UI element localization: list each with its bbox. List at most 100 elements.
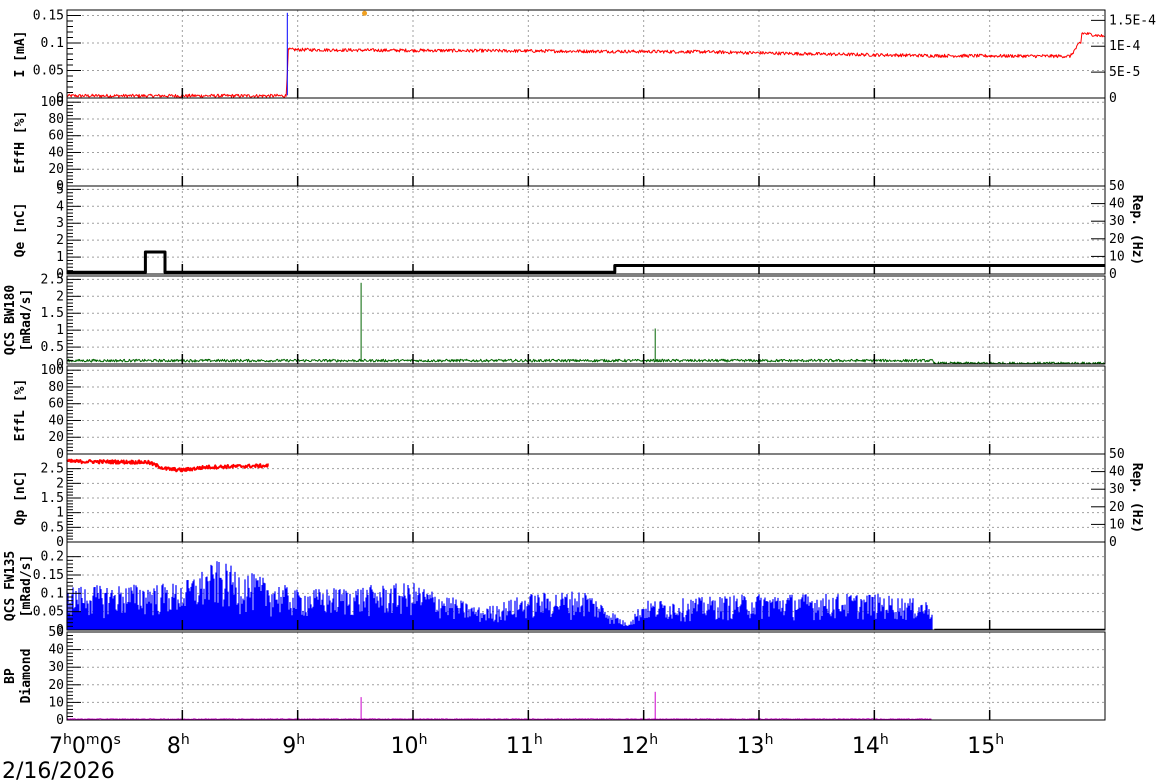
y-axis-label: [mRad/s]: [19, 555, 34, 618]
right-tick-label: 50: [1109, 447, 1125, 462]
y-axis-label: I [mA]: [13, 31, 28, 78]
y-axis-label: Qe [nC]: [13, 203, 28, 258]
y-tick-label: 0: [56, 447, 64, 462]
y-tick-label: 2: [56, 233, 64, 248]
panel-qcs-fw135: 0 0.05 0.1 0.15 0.2 QCS FW135 [mRad/s]: [3, 541, 1106, 638]
right-tick-label: 1.5E-4: [1109, 13, 1156, 28]
time-tick-label: 11h: [506, 732, 543, 759]
y-tick-label: 20: [48, 678, 64, 693]
right-tick-label: 40: [1109, 465, 1125, 480]
time-tick-label: 9h: [282, 732, 305, 759]
series-qcs-bw180-0: [66, 358, 1105, 365]
y-tick-label: 0: [56, 91, 64, 106]
y-axis-label: Qp [nC]: [13, 471, 28, 526]
y-tick-label: 80: [48, 380, 64, 395]
right-axis-label: Rep. (Hz): [1129, 195, 1144, 265]
y-tick-label: 0.5: [41, 520, 64, 535]
right-tick-label: 0: [1109, 535, 1117, 550]
series-charge-p-0: [66, 458, 269, 473]
y-tick-label: 0.1: [41, 586, 64, 601]
y-axis-label: Diamond: [19, 649, 34, 704]
time-tick-label: 7h0m0s: [49, 732, 121, 759]
y-tick-label: 80: [48, 112, 64, 127]
time-tick-label: 12h: [621, 732, 658, 759]
panel-frame: [66, 97, 1106, 187]
series-bp-diamond-0: [66, 718, 932, 720]
y-tick-label: 20: [48, 430, 64, 445]
series-current-0: [66, 32, 1105, 98]
right-tick-label: 5E-5: [1109, 65, 1140, 80]
time-tick-label: 10h: [391, 732, 428, 759]
right-tick-label: 10: [1109, 249, 1125, 264]
series-qcs-fw135-0: [66, 561, 933, 630]
y-tick-label: 0: [56, 713, 64, 728]
y-tick-label: 2.5: [41, 462, 64, 477]
time-tick-label: 15h: [967, 732, 1004, 759]
right-tick-label: 30: [1109, 214, 1125, 229]
y-tick-label: 60: [48, 129, 64, 144]
series-charge-e-0: [67, 250, 1105, 274]
y-tick-label: 4: [56, 199, 64, 214]
y-tick-label: 2: [56, 289, 64, 304]
panel-frame: [66, 275, 1106, 365]
y-tick-label: 40: [48, 145, 64, 160]
y-tick-label: 1.5: [41, 306, 64, 321]
right-tick-label: 40: [1109, 197, 1125, 212]
y-tick-label: 1: [56, 250, 64, 265]
right-tick-label: 1E-4: [1109, 39, 1140, 54]
time-tick-label: 8h: [167, 732, 190, 759]
marker-point: [362, 10, 368, 16]
y-tick-label: 0.15: [33, 9, 64, 24]
panel-qcs-bw180: 0 0.5 1 1.5 2 2.5 QCS BW180 [mRad/s]: [3, 272, 1106, 372]
right-tick-label: 50: [1109, 179, 1125, 194]
y-tick-label: 2: [56, 476, 64, 491]
y-tick-label: 5: [56, 182, 64, 197]
y-tick-label: 100: [41, 95, 64, 110]
right-tick-label: 20: [1109, 500, 1125, 515]
y-tick-label: 0: [56, 535, 64, 550]
right-tick-label: 0: [1109, 267, 1117, 282]
y-tick-label: 0: [56, 179, 64, 194]
y-tick-label: 100: [41, 363, 64, 378]
y-tick-label: 30: [48, 660, 64, 675]
panel-bp-diamond: 0 10 20 30 40 50 BP Diamond: [3, 625, 1106, 728]
y-axis-label: [mRad/s]: [19, 289, 34, 352]
panel-frame: [66, 9, 1106, 99]
y-axis-label: QCS FW135: [3, 551, 18, 621]
y-tick-label: 10: [48, 695, 64, 710]
time-tick-label: 13h: [737, 732, 774, 759]
y-tick-label: 0: [56, 357, 64, 372]
y-tick-label: 0.15: [33, 568, 64, 583]
y-tick-label: 3: [56, 216, 64, 231]
y-tick-label: 0.05: [33, 605, 64, 620]
y-tick-label: 40: [48, 413, 64, 428]
panel-frame: [66, 185, 1106, 275]
y-tick-label: 0.2: [41, 550, 64, 565]
y-axis-label: EffH [%]: [13, 111, 28, 174]
y-tick-label: 1: [56, 506, 64, 521]
right-tick-label: 10: [1109, 517, 1125, 532]
y-tick-label: 0.05: [33, 64, 64, 79]
y-tick-label: 40: [48, 643, 64, 658]
y-axis-label: BP: [3, 668, 18, 684]
y-tick-label: 0.5: [41, 340, 64, 355]
right-axis-label: Rep. (Hz): [1129, 463, 1144, 533]
y-tick-label: 0: [56, 623, 64, 638]
y-tick-label: 1: [56, 323, 64, 338]
y-tick-label: 50: [48, 625, 64, 640]
y-axis-label: EffL [%]: [13, 379, 28, 442]
y-tick-label: 1.5: [41, 491, 64, 506]
y-tick-label: 2.5: [41, 272, 64, 287]
y-tick-label: 20: [48, 162, 64, 177]
right-tick-label: 0: [1109, 91, 1117, 106]
panel-frame: [66, 365, 1106, 455]
time-tick-label: 14h: [852, 732, 889, 759]
y-axis-label: QCS BW180: [3, 285, 18, 356]
right-tick-label: 30: [1109, 482, 1125, 497]
panel-frame: [66, 631, 1106, 721]
y-tick-label: 0.1: [41, 36, 64, 51]
